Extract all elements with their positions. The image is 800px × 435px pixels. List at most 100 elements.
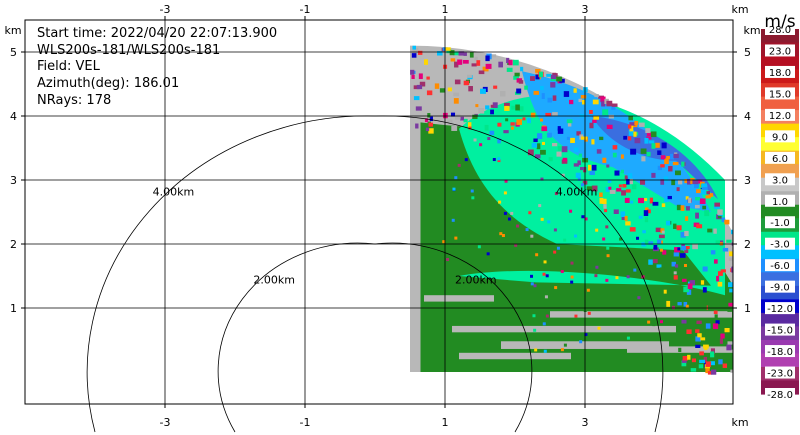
velocity-speckle [729,251,733,257]
velocity-speckle [682,278,687,282]
colorbar-tick-label: 15.0 [769,89,791,100]
velocity-speckle [754,294,758,300]
velocity-speckle [530,76,535,81]
velocity-speckle [642,230,646,234]
velocity-speckle [749,338,752,344]
colorbar-tick-label: 9.0 [772,132,788,143]
velocity-speckle [592,119,597,123]
velocity-speckle [753,330,756,333]
velocity-speckle [624,197,630,203]
velocity-speckle [463,80,470,86]
velocity-speckle [530,282,534,286]
colorbar-tick-bg [765,366,795,379]
x-tick-label-bottom: -3 [160,416,171,429]
velocity-speckle [644,239,649,245]
velocity-speckle [681,161,685,167]
velocity-speckle [753,336,757,339]
velocity-speckle [587,311,591,315]
velocity-speckle [701,183,708,188]
velocity-speckle [652,201,659,206]
velocity-speckle [602,237,606,241]
velocity-speckle [687,354,691,360]
velocity-speckle [497,159,501,163]
colorbar-tick-bg [765,237,795,250]
velocity-speckle [592,99,599,105]
velocity-speckle [589,122,594,129]
velocity-speckle [546,73,552,77]
velocity-speckle [694,204,700,209]
velocity-speckle [655,227,662,233]
colorbar-tick-label: 3.0 [772,175,788,186]
velocity-speckle [561,159,568,164]
start-time-label: Start time: 2022/04/20 22:07:13.900 [37,26,278,41]
velocity-speckle [754,301,759,304]
velocity-speckle [428,128,434,134]
velocity-speckle [454,236,458,240]
velocity-speckle [673,275,678,280]
velocity-speckle [715,320,720,325]
velocity-speckle [744,275,747,279]
velocity-speckle [646,136,652,140]
velocity-speckle [659,320,663,324]
velocity-speckle [530,274,534,278]
velocity-speckle [735,257,738,260]
velocity-speckle [556,246,560,250]
colorbar-tick-label: 6.0 [772,154,788,165]
velocity-speckle [609,189,616,194]
velocity-speckle [552,112,558,116]
velocity-speckle [651,143,656,149]
velocity-speckle [666,220,671,226]
velocity-speckle [578,153,583,157]
velocity-speckle [552,95,557,101]
velocity-speckle [681,359,687,363]
velocity-speckle [453,51,459,56]
velocity-speckle [681,245,686,251]
velocity-speckle [673,252,679,257]
velocity-speckle [577,160,581,166]
velocity-speckle [425,127,430,132]
velocity-speckle [618,184,622,188]
velocity-speckle [652,323,656,327]
velocity-speckle [497,122,502,127]
colorbar-tick-label: 28.0 [769,25,791,36]
velocity-speckle [451,125,458,131]
velocity-speckle [594,274,598,278]
velocity-speckle [470,189,474,193]
velocity-speckle [563,343,567,347]
velocity-speckle [543,260,547,264]
velocity-speckle [703,356,708,363]
velocity-speckle [413,96,420,101]
velocity-speckle [674,264,679,268]
velocity-speckle [747,283,750,286]
velocity-speckle [702,205,707,210]
colorbar: 28.0 23.0 18.0 15.0 12.0 9.0 6.0 3.0 1.0 -1.0 -3.0… [761,23,799,401]
velocity-speckle [679,253,686,258]
velocity-speckle [478,70,485,75]
velocity-speckle [688,197,692,204]
velocity-speckle [545,274,549,278]
velocity-speckle [601,101,606,107]
velocity-speckle [686,178,692,185]
range-ring-label: 4.00km [556,185,598,198]
velocity-speckle [724,298,728,303]
velocity-speckle [561,146,568,153]
x-unit-top: km [731,3,748,16]
velocity-speckle [541,141,545,145]
velocity-speckle [602,109,609,116]
velocity-speckle [666,300,671,307]
velocity-speckle [648,259,653,265]
velocity-speckle [700,280,705,285]
colorbar-tick-label: 1.0 [772,197,788,208]
velocity-speckle [563,91,570,97]
velocity-speckle [436,51,443,56]
velocity-speckle [710,250,716,255]
velocity-speckle [666,155,670,160]
velocity-speckle [522,117,526,121]
velocity-speckle [634,137,641,144]
velocity-speckle [445,47,451,51]
velocity-speckle [705,368,710,374]
velocity-speckle [563,238,567,242]
velocity-speckle [657,165,663,171]
velocity-speckle [754,316,757,320]
velocity-speckle [446,48,452,54]
